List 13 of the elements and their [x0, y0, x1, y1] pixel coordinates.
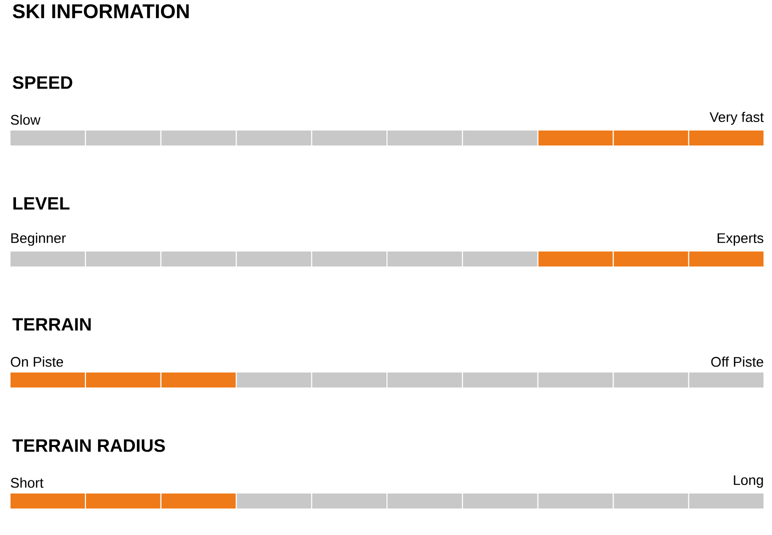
chart-title: TERRAIN: [12, 318, 91, 331]
text: Short: [10, 478, 44, 488]
text: Beginner: [11, 232, 66, 246]
text: Off Piste: [711, 356, 764, 367]
text: Long: [734, 475, 763, 488]
chart-title: TERRAIN RADIUS: [12, 439, 165, 452]
text: Experts: [718, 233, 764, 246]
chart-title: LEVEL: [13, 197, 70, 210]
text: Slow: [10, 114, 40, 125]
text: SKI INFORMATION: [12, 4, 189, 18]
chart-title: SPEED: [12, 76, 72, 89]
text: Very fast: [710, 112, 764, 125]
text: On Piste: [10, 356, 64, 367]
